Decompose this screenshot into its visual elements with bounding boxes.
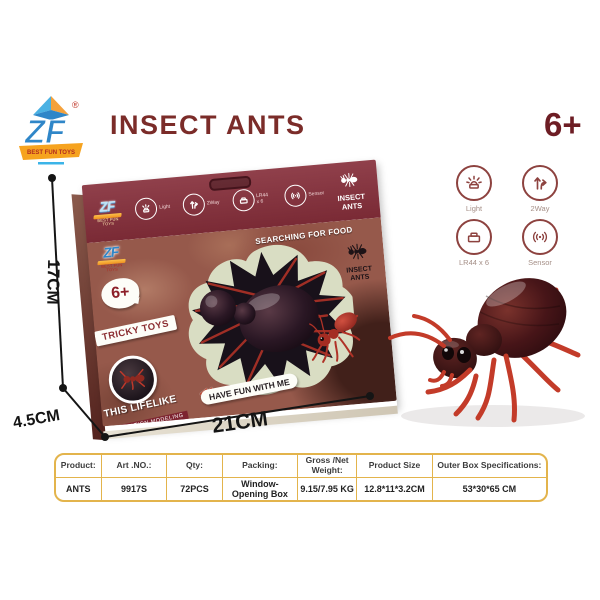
band-feature-label: 2Way	[206, 199, 220, 207]
spec-header: Product:	[56, 455, 101, 478]
dimension-height: 17CM	[43, 259, 64, 305]
two-way-icon	[182, 192, 206, 217]
brand-logo: ZF ® BEST FUN TOYS	[18, 94, 84, 168]
band-product-name: INSECT ANTS	[337, 191, 366, 212]
page-title: INSECT ANTS	[110, 110, 306, 140]
spec-header: Art .NO.:	[101, 455, 167, 478]
brand-line: TRICKY TOYS	[93, 314, 178, 347]
spec-header: Outer Box Specifications:	[432, 455, 546, 478]
spec-col-artno: Art .NO.: 9917S	[101, 455, 168, 500]
spec-header: Packing:	[222, 455, 298, 478]
box-age-badge: 6+	[100, 276, 141, 310]
brand-tagline: BEST FUN TOYS	[27, 150, 75, 156]
box-top-band: ZF BEST FUN TOYS Light	[81, 159, 381, 244]
sensor-icon	[283, 183, 308, 208]
band-feature-battery: LR44 x 6	[231, 187, 273, 213]
spec-value: 53*30*65 CM	[462, 484, 517, 494]
registered-mark: ®	[72, 100, 79, 110]
spec-col-size: Product Size 12.8*11*3.2CM	[357, 455, 433, 500]
ant-icon	[347, 243, 367, 260]
spec-value: 9917S	[120, 484, 147, 494]
band-feature-label: Sensor	[308, 190, 325, 198]
product-box: ZF BEST FUN TOYS Light	[71, 159, 398, 441]
feature-label: LR44 x 6	[458, 258, 490, 267]
band-feature-label: LR44 x 6	[255, 192, 269, 206]
ant-icon	[340, 172, 358, 187]
feature-label: 2Way	[530, 204, 550, 213]
spec-value: ANTS	[66, 484, 91, 494]
feature-label: Sensor	[528, 258, 552, 267]
spec-col-packing: Packing: Window-Opening Box	[222, 455, 299, 500]
dimension-depth: 4.5CM	[11, 407, 62, 432]
box-front: ZF BEST FUN TOYS Light	[81, 159, 398, 440]
sensor-icon	[522, 219, 558, 255]
band-feature-2way: 2Way	[182, 191, 220, 217]
spec-header: Product Size	[357, 455, 432, 478]
battery-icon	[231, 188, 256, 213]
red-ant-art	[309, 312, 361, 363]
spec-value: 12.8*11*3.2CM	[364, 484, 425, 494]
feature-light: Light	[441, 165, 507, 213]
box-band-logo: ZF BEST FUN TOYS	[91, 197, 124, 227]
spec-col-qty: Qty: 72PCS	[167, 455, 223, 500]
spec-table: Product: ANTS Art .NO.: 9917S Qty: 72PCS…	[54, 453, 548, 502]
light-icon	[134, 196, 159, 221]
band-feature-label: Light	[159, 203, 171, 211]
band-feature-light: Light	[134, 196, 171, 221]
red-ant-icon	[119, 368, 145, 390]
feature-label: Light	[465, 204, 483, 213]
spec-header: Qty:	[167, 455, 222, 478]
spec-col-weight: Gross /Net Weight: 9.15/7.95 KG	[298, 455, 358, 500]
spec-col-outerbox: Outer Box Specifications: 53*30*65 CM	[432, 455, 546, 500]
two-way-icon	[522, 165, 558, 201]
battery-icon	[456, 219, 492, 255]
spec-value: Window-Opening Box	[231, 479, 288, 499]
spec-value: 9.15/7.95 KG	[300, 484, 354, 494]
feature-2way: 2Way	[507, 165, 573, 213]
brand-logo-icon: ZF ® BEST FUN TOYS	[19, 96, 83, 165]
box-band-logo-text: ZF	[98, 197, 115, 215]
feature-battery: LR44 x 6	[441, 219, 507, 267]
age-rating: 6+	[544, 106, 582, 143]
spec-header: Gross /Net Weight:	[298, 455, 357, 478]
feature-sensor: Sensor	[507, 219, 573, 267]
box-face-logo: ZF BEST FUN TOYS	[93, 243, 129, 274]
box-face: ZF BEST FUN TOYS SEARCHING FOR FOOD	[86, 217, 397, 427]
spec-value: 72PCS	[180, 484, 209, 494]
ant-toy-photo	[388, 278, 585, 427]
band-product-badge: INSECT ANTS	[329, 169, 372, 213]
spec-col-product: Product: ANTS	[56, 455, 102, 500]
face-product-badge: INSECT ANTS	[335, 240, 382, 285]
lifelike-ant-medallion	[106, 353, 159, 406]
band-feature-sensor: Sensor	[283, 182, 326, 208]
light-icon	[456, 165, 492, 201]
